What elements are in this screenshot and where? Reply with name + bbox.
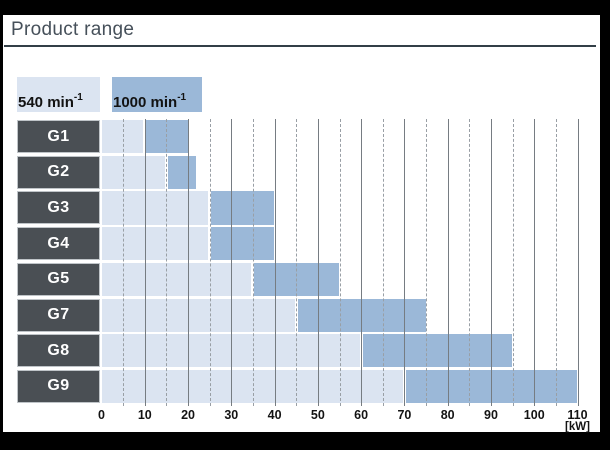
band-540-g1 [101,120,144,154]
gridline-minor-25 [209,119,211,406]
band-540-g9 [101,369,403,404]
gridline-major-40 [274,119,276,406]
legend-swatch-1000: 1000 min-1 [112,77,202,112]
row-label-g7: G7 [17,298,100,332]
x-tick-10: 10 [137,408,152,422]
gridline-major-90 [490,119,492,406]
band-540-g3 [101,191,209,225]
row-label-g3: G3 [17,191,100,225]
x-tick-90: 90 [484,408,498,422]
row-label-g9: G9 [17,369,100,403]
gridline-major-50 [317,119,319,406]
x-tick-100: 100 [523,408,545,422]
band-1000-g3 [211,191,275,225]
x-tick-80: 80 [440,408,455,422]
gridline-minor-45 [296,119,298,406]
band-1000-g8 [362,334,513,368]
x-tick-60: 60 [354,408,369,422]
row-label-g5: G5 [17,262,100,296]
band-1000-g4 [211,227,275,261]
row-label-g2: G2 [17,155,100,189]
x-axis-unit: [kW] [565,421,590,433]
page-title: Product range [11,19,135,40]
band-540-g8 [101,334,360,368]
band-540-g7 [101,298,295,332]
gridline-major-60 [361,119,363,406]
gridline-major-100 [534,119,536,406]
gridline-minor-85 [469,119,471,406]
x-tick-30: 30 [224,408,239,422]
x-tick-20: 20 [181,408,195,422]
x-tick-110: 110 [567,408,588,422]
gridline-minor-35 [252,119,254,406]
legend-label-540: 540 min-1 [18,92,83,111]
content-card: Product range 540 min-1 1000 min-1 G1 G2 G… [3,15,600,433]
title-underline [4,45,596,47]
gridline-minor-75 [426,119,428,406]
band-540-g2 [101,155,165,189]
band-1000-g2 [167,155,197,189]
x-tick-0: 0 [98,408,105,422]
gridline-minor-15 [166,119,168,406]
gridline-major-110 [577,119,579,406]
gridline-major-20 [188,119,190,406]
gridline-major-10 [144,119,146,406]
legend-swatch-540: 540 min-1 [17,77,100,112]
x-tick-40: 40 [267,408,282,422]
gridline-minor-65 [382,119,384,406]
gridline-major-30 [231,119,233,406]
x-tick-70: 70 [397,408,412,422]
band-540-g5 [101,262,252,296]
row-label-g8: G8 [17,334,100,368]
gridline-major-80 [447,119,449,406]
gridline-major-70 [404,119,406,406]
band-540-g4 [101,227,209,261]
legend-label-1000: 1000 min-1 [113,92,187,111]
row-label-g1: G1 [17,120,100,153]
row-label-g4: G4 [17,227,100,261]
gridline-minor-55 [339,119,341,406]
x-tick-50: 50 [310,408,325,422]
gridline-minor-105 [555,119,557,406]
gridline-minor-5 [123,119,125,406]
gridline-minor-95 [512,119,514,406]
